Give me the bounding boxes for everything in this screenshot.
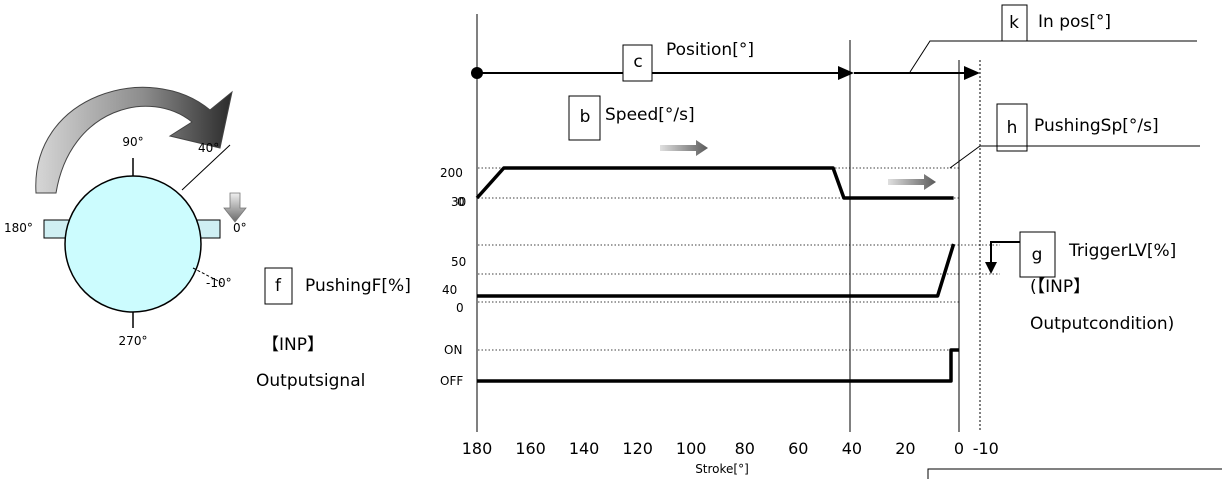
x-axis-label: Stroke[°] [695,462,749,476]
label-text-inpos: In pos[°] [1038,12,1111,32]
speed-tick-200: 200 [440,166,463,180]
position-arrowhead-2 [964,66,980,80]
speed-tick-30: 30 [451,195,466,209]
label-box-c [622,44,653,82]
label-box-h [996,103,1028,152]
x-tick-label: 40 [842,439,862,458]
label-letter-k: k [1009,13,1019,33]
angle-label-40: 40° [198,141,219,155]
motion-arrow-icon-2 [888,174,936,190]
position-arrow [471,66,980,80]
rotation-arrow-icon [35,87,233,194]
label-letter-g: g [1032,245,1043,265]
force-tick-40: 40 [442,283,457,297]
signal-tick-off: OFF [440,374,463,388]
label-text-pushing-sp: PushingSp[°/s] [1034,116,1159,136]
angle-label-180: 180° [4,221,33,235]
label-text-position: Position[°] [666,40,754,60]
label-letter-h: h [1007,118,1018,138]
x-axis-ticks: 180 160 140 120 100 80 60 40 20 0 -10 [462,439,999,458]
label-position: c Position[°] [622,40,754,82]
rotor-disc [64,175,202,313]
label-box-b [568,95,601,141]
trigger-bracket-line [990,241,1020,262]
x-tick-label: 160 [515,439,546,458]
label-speed: b Speed[°/s] [568,95,695,141]
label-letter-f: f [275,276,282,296]
position-arrowhead-1 [838,66,854,80]
label-inp-signal: 【INP】 Outputsignal [256,335,365,391]
label-box-k [1001,4,1028,42]
x-tick-label: 0 [954,439,964,458]
timing-chart: 200 30 0 50 40 0 ON OFF 180 160 140 120 100 8… [440,14,1000,476]
pushing-force-line [477,243,956,298]
x-tick-label: 180 [462,439,493,458]
speed-profile-line [475,166,954,200]
label-box-f [264,267,293,305]
data-series-group [475,166,959,383]
speed-tick-0: 0 [457,195,465,209]
x-tick-label: 120 [622,439,653,458]
angle-label-0: 0° [233,221,247,235]
trigger-arrow-icon [985,262,997,274]
motion-arrow-icon-1 [660,140,708,156]
label-pushing-sp: h PushingSp[°/s] [949,103,1200,169]
x-tick-label: 20 [895,439,915,458]
label-text-inp-condition-2: Outputcondition) [1030,314,1174,334]
x-tick-label: 100 [676,439,707,458]
corner-line [927,468,1222,479]
label-pushing-f: f PushingF[%] [264,267,411,305]
label-letter-b: b [580,107,591,127]
angle-label-270: 270° [119,334,148,348]
inp-signal-line [477,348,959,383]
x-tick-label: 60 [788,439,808,458]
label-text-inp-signal-2: Outputsignal [256,371,365,391]
x-tick-label: -10 [973,439,999,458]
label-trigger-lv: g TriggerLV[%] (【INP】 Outputcondition) [985,231,1176,334]
force-tick-0: 0 [456,301,464,315]
leader-line-pushing-sp [949,145,1200,169]
rotary-illustration: 90° 40° 180° 0° -10° 270° [4,87,247,348]
leader-line-inpos [909,40,1197,73]
x-tick-label: 80 [735,439,755,458]
label-text-inp-condition-1: (【INP】 [1030,277,1090,297]
label-text-speed: Speed[°/s] [605,105,695,125]
label-text-pushing-f: PushingF[%] [305,276,411,296]
angle-label-minus10: -10° [206,276,232,290]
x-tick-label: 140 [569,439,600,458]
small-down-arrow-icon [223,192,247,223]
label-letter-c: c [633,52,642,72]
label-box-g [1019,231,1056,278]
angle-label-90: 90° [122,135,143,149]
label-text-trigger-lv: TriggerLV[%] [1068,241,1176,261]
label-text-inp-signal-1: 【INP】 [262,335,324,355]
signal-tick-on: ON [444,343,462,357]
label-inpos: k In pos[°] [909,4,1197,73]
force-tick-50: 50 [451,255,466,269]
